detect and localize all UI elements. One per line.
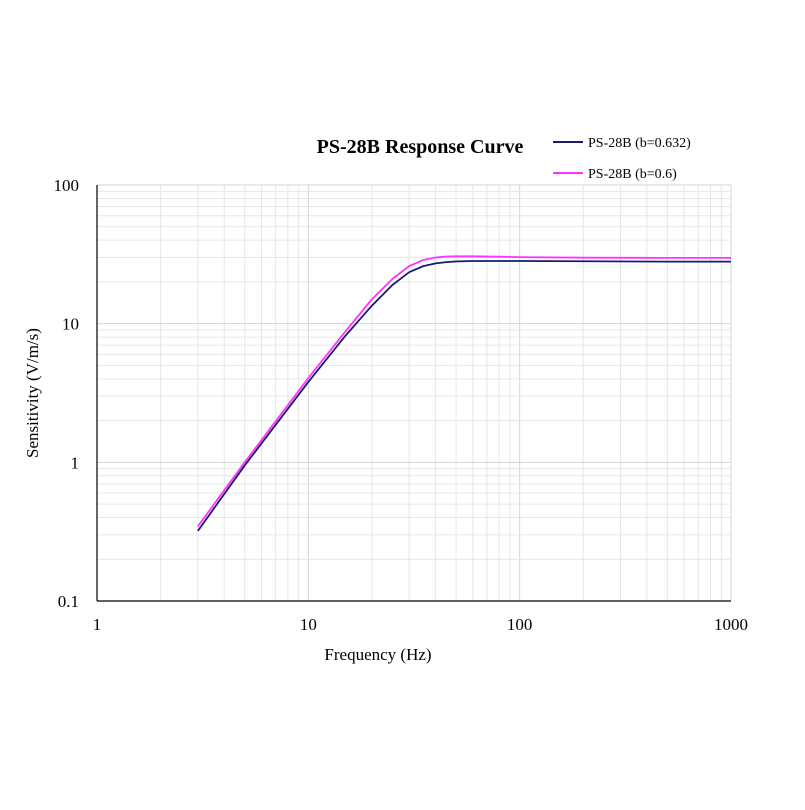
series-line-1	[197, 255, 731, 527]
y-axis-title: Sensitivity (V/m/s)	[23, 328, 42, 458]
chart-title: PS-28B Response Curve	[317, 136, 524, 158]
y-tick-label: 100	[54, 176, 80, 195]
tick-labels: 1 10 100 1000 0.1 1 10 100	[54, 176, 749, 634]
x-axis-title: Frequency (Hz)	[324, 645, 431, 664]
axes	[96, 185, 731, 602]
legend: PS-28B (b=0.632) PS-28B (b=0.6)	[553, 136, 691, 182]
y-tick-label: 10	[62, 315, 79, 334]
y-tick-label: 0.1	[58, 592, 79, 611]
series-lines	[197, 255, 731, 532]
x-tick-label: 100	[507, 615, 533, 634]
x-tick-label: 1	[93, 615, 102, 634]
x-tick-label: 10	[300, 615, 317, 634]
x-tick-label: 1000	[714, 615, 748, 634]
legend-label-series-1: PS-28B (b=0.6)	[588, 167, 677, 182]
grid-lines	[97, 184, 732, 601]
legend-label-series-0: PS-28B (b=0.632)	[588, 136, 691, 151]
y-tick-label: 1	[71, 453, 80, 472]
series-line-0	[197, 260, 731, 532]
